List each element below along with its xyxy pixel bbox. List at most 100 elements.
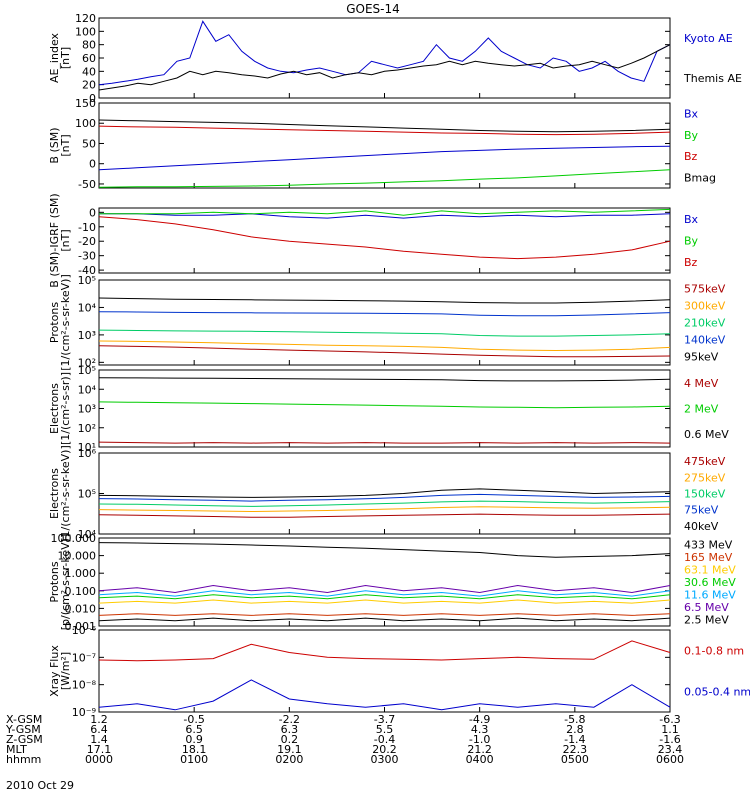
panel-2: -50 0 50 100 150 B (SM)[nT] Bx By Bz Bmag xyxy=(48,97,716,191)
series-line xyxy=(98,584,671,594)
y-tick-label: 10⁴ xyxy=(78,383,97,396)
panel-frame xyxy=(98,102,671,189)
legend-entry: Bx xyxy=(684,108,699,121)
legend-entry: Themis AE xyxy=(683,72,742,85)
y-tick-label: 0.100 xyxy=(65,585,97,598)
x-table-value: 5.5 xyxy=(376,723,394,736)
panel-frame xyxy=(98,207,671,274)
legend-entry: 210keV xyxy=(684,317,726,330)
x-table-row-label: X-GSM xyxy=(6,713,42,726)
legend-entry: Bz xyxy=(684,150,698,163)
legend-entry: 75keV xyxy=(684,504,719,517)
x-table-row-label: Z-GSM xyxy=(6,733,43,746)
x-table-value: -0.5 xyxy=(183,713,204,726)
x-table-value: -0.4 xyxy=(374,733,395,746)
series-line xyxy=(98,594,671,600)
series-line xyxy=(98,377,671,382)
x-axis-table: X-GSM 1.2 -0.5 -2.2 -3.7 -4.9 -5.8 -6.3 Y-GSM 6.4… xyxy=(5,713,684,766)
x-table-value: 2.8 xyxy=(566,723,584,736)
x-table-value: 20.2 xyxy=(372,743,397,756)
legend-entry: Bmag xyxy=(684,171,716,184)
legend-entry: 275keV xyxy=(684,471,726,484)
date-label: 2010 Oct 29 xyxy=(6,779,74,792)
y-axis-label: Protons xyxy=(48,302,61,343)
panel-4: 10² 10³ 10⁴ 10⁵ Protons[1/(cm²-s-sr-keV)] 575… xyxy=(48,274,726,371)
y-axis-label: [W/m²] xyxy=(59,652,72,690)
y-axis-label: [p/(cm²-s-sr-keV)] xyxy=(59,534,72,631)
panel-frame xyxy=(98,537,671,627)
x-table-value: 22.3 xyxy=(563,743,588,756)
legend-entry: 575keV xyxy=(684,283,726,296)
legend-entry: Bz xyxy=(684,256,698,269)
series-line xyxy=(98,401,671,409)
x-table-value: 17.1 xyxy=(87,743,112,756)
series-line xyxy=(98,340,671,352)
legend-entry: By xyxy=(684,129,699,142)
x-table-value: 0600 xyxy=(656,753,684,766)
y-axis-label: [1/(cm²-s-sr)] xyxy=(59,372,72,445)
x-table-value: 21.2 xyxy=(467,743,492,756)
legend-entry: By xyxy=(684,235,699,248)
x-table-value: -5.8 xyxy=(564,713,585,726)
series-line xyxy=(98,216,671,260)
panel-8: 10⁻⁹ 10⁻⁸ 10⁻⁷ 10⁻⁶ Xray Flux[W/m²] 0.1-0.8 n… xyxy=(48,624,750,719)
plot-title: GOES-14 xyxy=(346,2,400,16)
legend-entry: 165 MeV xyxy=(684,551,733,564)
series-line xyxy=(98,679,671,711)
x-table-value: 0.2 xyxy=(281,733,299,746)
y-tick-label: 100.000 xyxy=(51,532,97,545)
legend-entry: Kyoto AE xyxy=(684,32,733,45)
legend-entry: 40keV xyxy=(684,520,719,533)
panel-7: 0.001 0.010 0.100 1.000 10.000 100.000 Protons… xyxy=(48,532,736,633)
series-line xyxy=(98,500,671,507)
x-table-row-label: hhmm xyxy=(6,753,41,766)
x-table-row-label: Y-GSM xyxy=(5,723,41,736)
series-line xyxy=(98,44,671,91)
y-tick-label: 100 xyxy=(75,117,96,130)
y-tick-label: 10⁻⁹ xyxy=(72,706,96,719)
x-table-value: 0000 xyxy=(85,753,113,766)
y-tick-label: 10¹ xyxy=(78,441,96,454)
legend-entry: 30.6 MeV xyxy=(684,576,736,589)
series-line xyxy=(98,20,671,86)
series-line xyxy=(98,617,671,622)
y-tick-label: 0 xyxy=(89,206,96,219)
legend-entry: 140keV xyxy=(684,334,726,347)
y-axis-label: AE_index xyxy=(48,32,61,83)
y-tick-label: 0.010 xyxy=(65,602,97,615)
series-line xyxy=(99,208,671,216)
y-tick-label: 10⁴ xyxy=(78,528,97,541)
y-tick-label: 10.000 xyxy=(58,550,97,563)
y-axis-label: [nT] xyxy=(59,47,72,69)
series-line xyxy=(98,640,671,662)
y-tick-label: 0 xyxy=(89,158,96,171)
series-line xyxy=(98,169,671,188)
y-tick-label: 10² xyxy=(78,356,96,369)
legend-entry: 300keV xyxy=(684,300,726,313)
series-line xyxy=(98,125,671,136)
y-tick-label: -10 xyxy=(78,221,96,234)
y-tick-label: 80 xyxy=(82,39,96,52)
panel-frame xyxy=(98,17,671,99)
panel-5: 10¹ 10² 10³ 10⁴ 10⁵ Electrons[1/(cm²-s-sr)] 4 … xyxy=(48,364,729,454)
series-line xyxy=(98,590,671,597)
x-table-row-label: MLT xyxy=(6,743,27,756)
legend-entry: Bx xyxy=(684,213,699,226)
y-tick-label: -30 xyxy=(78,250,96,263)
legend-entry: 150keV xyxy=(684,488,726,501)
series-line xyxy=(98,506,671,513)
x-table-value: 1.2 xyxy=(90,713,108,726)
legend-entry: 433 MeV xyxy=(684,538,733,551)
y-tick-label: 60 xyxy=(82,52,96,65)
y-axis-label: B (SM) xyxy=(48,127,61,163)
y-tick-label: 40 xyxy=(82,65,96,78)
legend-entry: 4 MeV xyxy=(684,377,719,390)
x-table-value: 0300 xyxy=(371,753,399,766)
y-tick-label: 150 xyxy=(75,97,96,110)
y-axis-label: B (SM)-IGRF (SM) xyxy=(48,193,61,287)
y-tick-label: 0 xyxy=(89,92,96,105)
x-table-value: 1.4 xyxy=(90,733,108,746)
